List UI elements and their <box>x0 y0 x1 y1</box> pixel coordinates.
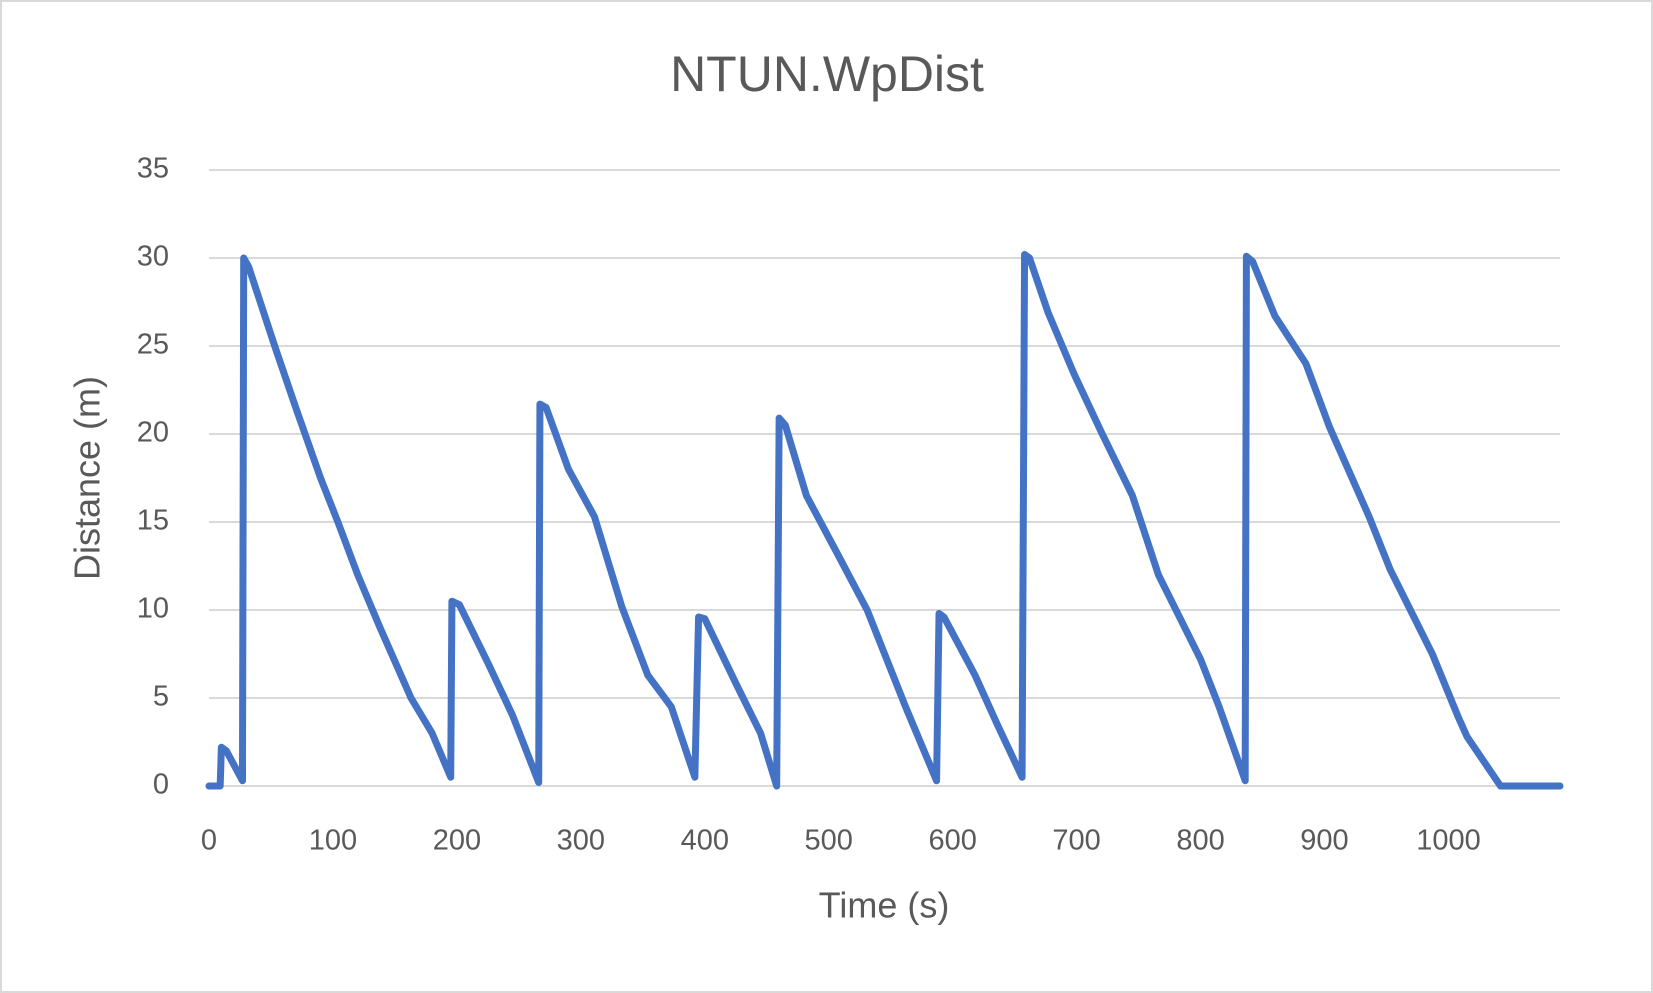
x-tick-label: 500 <box>805 825 853 857</box>
x-tick-label: 800 <box>1176 825 1224 857</box>
y-tick-label: 10 <box>137 593 169 625</box>
x-tick-label: 900 <box>1300 825 1348 857</box>
x-tick-label: 600 <box>928 825 976 857</box>
y-tick-label: 25 <box>137 329 169 361</box>
x-tick-label: 0 <box>201 825 217 857</box>
y-tick-label: 0 <box>153 769 169 801</box>
y-axis-label: Distance (m) <box>67 376 108 580</box>
x-tick-label: 700 <box>1052 825 1100 857</box>
x-tick-label: 100 <box>309 825 357 857</box>
y-tick-label: 30 <box>137 241 169 273</box>
x-tick-label: 1000 <box>1416 825 1481 857</box>
y-tick-label: 35 <box>137 153 169 185</box>
x-axis-label: Time (s) <box>819 885 950 926</box>
x-tick-label: 300 <box>557 825 605 857</box>
y-tick-label: 20 <box>137 417 169 449</box>
y-tick-label: 15 <box>137 505 169 537</box>
y-tick-label: 5 <box>153 681 169 713</box>
chart-title: NTUN.WpDist <box>670 46 984 102</box>
data-line <box>205 250 1564 790</box>
x-tick-label: 400 <box>681 825 729 857</box>
x-tick-label: 200 <box>433 825 481 857</box>
